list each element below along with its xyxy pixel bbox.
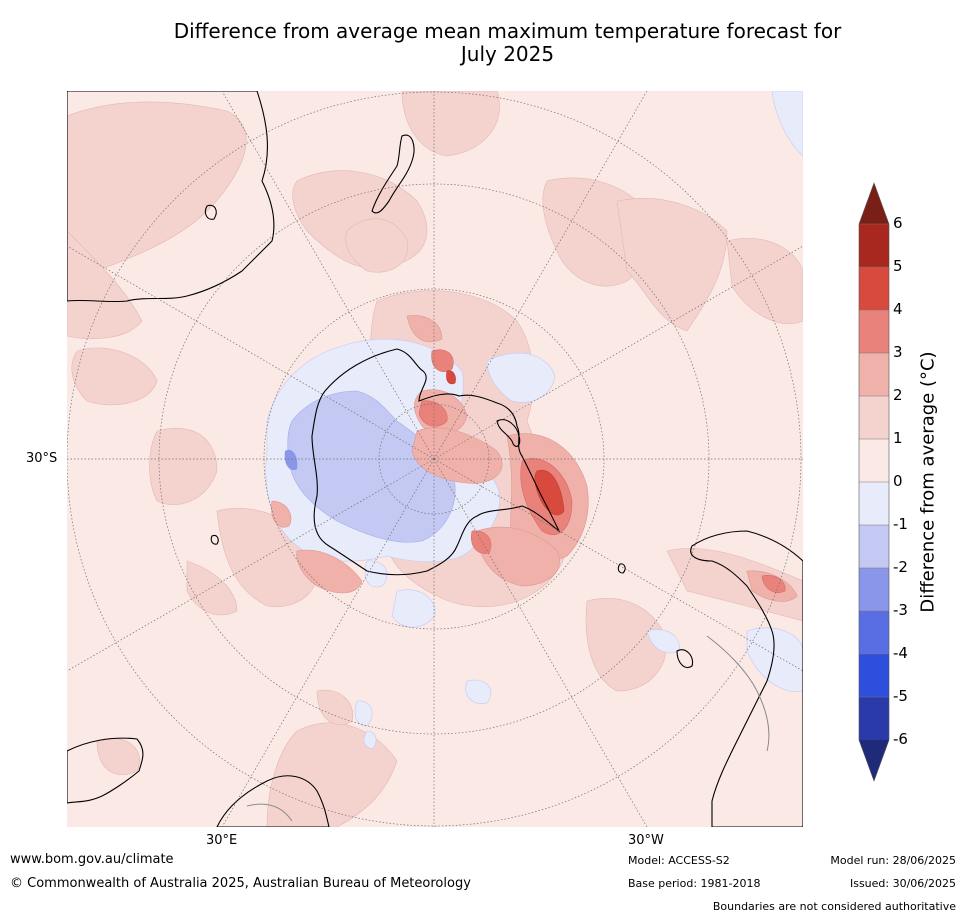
lat-label-30s: 30°S: [26, 451, 58, 466]
colorbar-label-text: Difference from average (°C): [917, 351, 939, 613]
colorbar-tick-label: -2: [893, 558, 908, 576]
colorbar-arrow-bottom: [859, 740, 889, 781]
colorbar-band: [859, 439, 889, 483]
colorbar-tick-label: 4: [893, 300, 903, 318]
footer-base-period: Base period: 1981-2018: [628, 877, 761, 890]
colorbar-arrow-top: [859, 183, 889, 224]
graticule: [67, 91, 803, 827]
new-zealand-coast: [371, 134, 415, 214]
colorbar-outline: [858, 182, 890, 782]
colorbar-tick-label: 6: [893, 214, 903, 232]
colorbar-band: [859, 525, 889, 569]
colorbar-tick-label: -3: [893, 601, 908, 619]
footer-issued: Issued: 30/06/2025: [849, 877, 956, 890]
south-america-coast: [690, 530, 803, 827]
colorbar: [858, 182, 890, 782]
map-svg: [67, 91, 803, 827]
colorbar-tick-label: -6: [893, 730, 908, 748]
australia-coast: [67, 91, 275, 303]
colorbar-band: [859, 353, 889, 397]
colorbar-tick-label: 1: [893, 429, 903, 447]
anomaly-map[interactable]: [67, 91, 803, 827]
colorbar-tick-label: 2: [893, 386, 903, 404]
footer-copyright: © Commonwealth of Australia 2025, Austra…: [10, 876, 471, 891]
colorbar-tick-label: 0: [893, 472, 903, 490]
colorbar-tick-label: 3: [893, 343, 903, 361]
lon-label-30w: 30°W: [628, 833, 664, 848]
colorbar-band: [859, 267, 889, 311]
country-borders: [246, 635, 770, 822]
colorbar-band: [859, 396, 889, 440]
footer-disclaimer: Boundaries are not considered authoritat…: [712, 900, 956, 913]
colorbar-band: [859, 310, 889, 354]
colorbar-band: [859, 654, 889, 698]
colorbar-band: [859, 482, 889, 526]
colorbar-tick-label: -1: [893, 515, 908, 533]
chart-title-line2: July 2025: [460, 42, 555, 66]
colorbar-tick-label: 5: [893, 257, 903, 275]
colorbar-tick-label: -4: [893, 644, 908, 662]
colorbar-band: [859, 224, 889, 268]
anomaly-band-neg2-3: [284, 449, 298, 471]
footer-model: Model: ACCESS-S2: [628, 854, 730, 867]
colorbar-tick-label: -5: [893, 687, 908, 705]
lon-label-30e: 30°E: [206, 833, 238, 848]
chart-title-line1: Difference from average mean maximum tem…: [173, 19, 842, 43]
antarctic-peninsula-coast: [496, 419, 521, 447]
chart-title: Difference from average mean maximum tem…: [0, 20, 965, 66]
colorbar-band: [859, 697, 889, 741]
footer-model-run: Model run: 28/06/2025: [830, 854, 956, 867]
anomaly-band-neg1-2: [287, 390, 456, 543]
southern-africa-coast: [67, 737, 144, 804]
colorbar-bands: [859, 183, 889, 781]
footer-url: www.bom.gov.au/climate: [10, 852, 174, 867]
colorbar-band: [859, 611, 889, 655]
colorbar-band: [859, 568, 889, 612]
coastlines: [67, 91, 803, 827]
africa-east-coast: [216, 775, 330, 827]
